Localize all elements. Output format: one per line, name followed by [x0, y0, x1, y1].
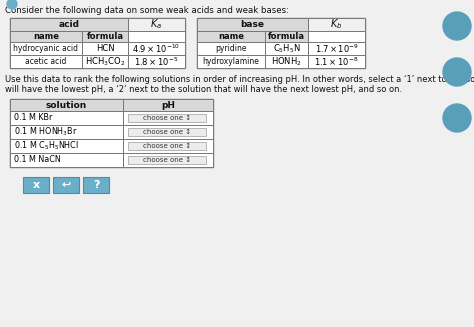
Text: Consider the following data on some weak acids and weak bases:: Consider the following data on some weak… — [5, 6, 289, 15]
Bar — [10, 42, 82, 55]
Bar — [197, 42, 265, 55]
Circle shape — [443, 12, 471, 40]
Text: $1.8\times10^{-5}$: $1.8\times10^{-5}$ — [135, 55, 179, 68]
Text: ?: ? — [93, 180, 100, 190]
Text: hydroxylamine: hydroxylamine — [202, 57, 259, 66]
Bar — [308, 42, 365, 55]
Bar — [128, 31, 185, 42]
Bar — [10, 139, 123, 153]
Text: acetic acid: acetic acid — [25, 57, 67, 66]
Circle shape — [443, 104, 471, 132]
Text: base: base — [240, 20, 264, 29]
Circle shape — [7, 0, 17, 9]
Bar — [128, 18, 185, 31]
Text: $\mathrm{HONH_2}$: $\mathrm{HONH_2}$ — [271, 55, 302, 68]
Bar — [123, 99, 213, 111]
Bar — [54, 177, 80, 193]
Bar — [197, 31, 265, 42]
Bar — [10, 99, 213, 167]
Text: $1.1\times10^{-8}$: $1.1\times10^{-8}$ — [314, 55, 359, 68]
Bar — [10, 18, 185, 68]
Bar — [10, 111, 123, 125]
Text: acid: acid — [58, 20, 80, 29]
Text: name: name — [33, 32, 59, 41]
Text: 0.1 M C$_5$H$_5$NHCl: 0.1 M C$_5$H$_5$NHCl — [14, 140, 79, 152]
Bar — [123, 153, 213, 167]
Text: formula: formula — [268, 32, 305, 41]
Bar — [24, 177, 49, 193]
Bar — [10, 153, 123, 167]
Text: $1.7\times10^{-9}$: $1.7\times10^{-9}$ — [315, 42, 358, 55]
Bar — [128, 42, 185, 55]
Text: pyridine: pyridine — [215, 44, 247, 53]
Text: Use this data to rank the following solutions in order of increasing pH. In othe: Use this data to rank the following solu… — [5, 75, 474, 84]
Text: choose one ↕: choose one ↕ — [143, 157, 191, 163]
Bar — [128, 55, 185, 68]
Text: 0.1 M HONH$_3$Br: 0.1 M HONH$_3$Br — [14, 126, 78, 138]
Bar — [265, 42, 308, 55]
Bar — [308, 18, 365, 31]
Bar — [83, 177, 109, 193]
Text: choose one ↕: choose one ↕ — [143, 129, 191, 135]
Text: HCN: HCN — [96, 44, 114, 53]
Bar — [128, 156, 206, 164]
Text: x: x — [33, 180, 40, 190]
Text: name: name — [218, 32, 244, 41]
Bar — [197, 18, 308, 31]
Text: 0.1 M KBr: 0.1 M KBr — [14, 113, 52, 123]
Text: pH: pH — [161, 100, 175, 110]
Bar — [128, 142, 206, 150]
Bar — [197, 18, 365, 68]
Text: hydrocyanic acid: hydrocyanic acid — [13, 44, 79, 53]
Bar — [10, 18, 128, 31]
Text: $K_a$: $K_a$ — [150, 18, 163, 31]
Bar — [10, 99, 123, 111]
Bar — [82, 31, 128, 42]
Text: choose one ↕: choose one ↕ — [143, 115, 191, 121]
Bar — [10, 55, 82, 68]
Text: will have the lowest pH, a ‘2’ next to the solution that will have the next lowe: will have the lowest pH, a ‘2’ next to t… — [5, 85, 402, 94]
Bar — [308, 31, 365, 42]
Bar — [123, 139, 213, 153]
Text: $\mathrm{C_5H_5N}$: $\mathrm{C_5H_5N}$ — [273, 42, 301, 55]
Text: $4.9\times10^{-10}$: $4.9\times10^{-10}$ — [132, 42, 181, 55]
Bar — [82, 55, 128, 68]
Bar — [128, 114, 206, 122]
Bar — [128, 128, 206, 136]
Bar — [82, 42, 128, 55]
Text: $\mathrm{HCH_3CO_2}$: $\mathrm{HCH_3CO_2}$ — [85, 55, 125, 68]
Text: solution: solution — [46, 100, 87, 110]
Bar — [265, 55, 308, 68]
Bar — [197, 55, 265, 68]
Bar — [10, 31, 82, 42]
Bar — [308, 55, 365, 68]
Text: $K_b$: $K_b$ — [330, 18, 343, 31]
Text: 0.1 M NaCN: 0.1 M NaCN — [14, 156, 61, 164]
Bar — [123, 125, 213, 139]
Bar — [123, 111, 213, 125]
Text: ↩: ↩ — [62, 180, 71, 190]
Text: formula: formula — [86, 32, 124, 41]
Circle shape — [443, 58, 471, 86]
Text: choose one ↕: choose one ↕ — [143, 143, 191, 149]
Bar — [265, 31, 308, 42]
Bar — [10, 125, 123, 139]
